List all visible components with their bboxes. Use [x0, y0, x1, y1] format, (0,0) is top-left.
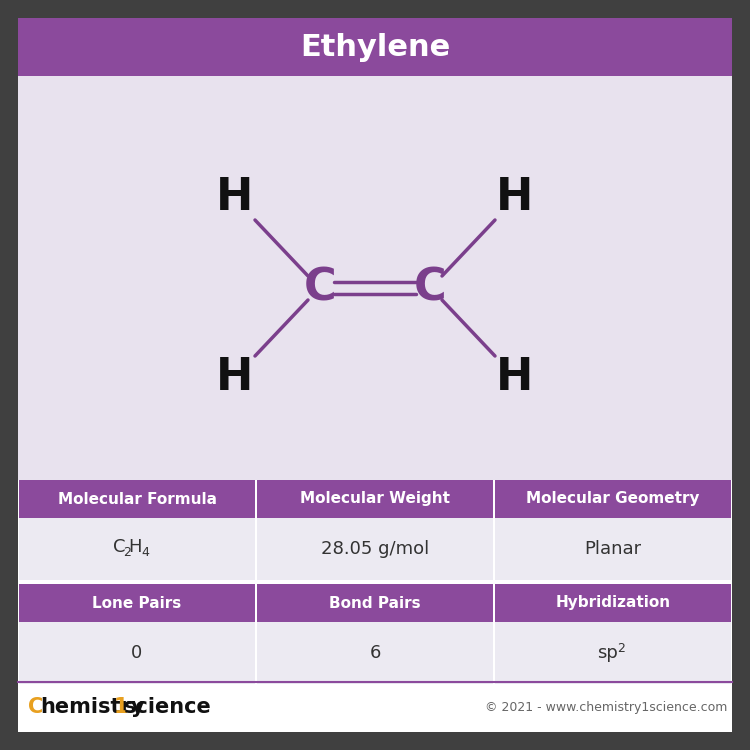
- Text: H: H: [496, 356, 534, 400]
- Bar: [19, 480, 255, 518]
- Bar: [257, 518, 493, 580]
- Text: hemistry: hemistry: [40, 697, 145, 717]
- Text: C: C: [28, 697, 44, 717]
- Text: 2: 2: [617, 641, 625, 655]
- Bar: [495, 622, 731, 684]
- Text: Ethylene: Ethylene: [300, 32, 450, 62]
- Bar: [257, 584, 493, 622]
- Text: C: C: [304, 266, 336, 310]
- Text: H: H: [128, 538, 142, 556]
- Text: Molecular Geometry: Molecular Geometry: [526, 491, 700, 506]
- Text: 0: 0: [131, 644, 142, 662]
- Bar: [18, 76, 732, 480]
- Bar: [257, 622, 493, 684]
- Bar: [495, 518, 731, 580]
- Bar: [257, 480, 493, 518]
- Text: 1: 1: [114, 697, 128, 717]
- Bar: [19, 584, 255, 622]
- Bar: [495, 584, 731, 622]
- Text: Planar: Planar: [584, 540, 641, 558]
- Text: © 2021 - www.chemistry1science.com: © 2021 - www.chemistry1science.com: [484, 700, 727, 713]
- Text: H: H: [216, 176, 254, 220]
- Text: H: H: [216, 356, 254, 400]
- Text: C: C: [112, 538, 125, 556]
- Text: H: H: [496, 176, 534, 220]
- Text: Bond Pairs: Bond Pairs: [329, 596, 421, 610]
- Text: sp: sp: [598, 644, 619, 662]
- Bar: [18, 18, 732, 76]
- Text: 4: 4: [141, 547, 149, 560]
- Text: C: C: [414, 266, 446, 310]
- Text: 6: 6: [369, 644, 381, 662]
- Text: 28.05 g/mol: 28.05 g/mol: [321, 540, 429, 558]
- Text: science: science: [124, 697, 211, 717]
- Bar: [19, 518, 255, 580]
- Text: Lone Pairs: Lone Pairs: [92, 596, 182, 610]
- Text: 2: 2: [123, 547, 131, 560]
- Bar: [19, 622, 255, 684]
- Text: Molecular Weight: Molecular Weight: [300, 491, 450, 506]
- Text: Molecular Formula: Molecular Formula: [58, 491, 217, 506]
- Text: Hybridization: Hybridization: [556, 596, 670, 610]
- Bar: [495, 480, 731, 518]
